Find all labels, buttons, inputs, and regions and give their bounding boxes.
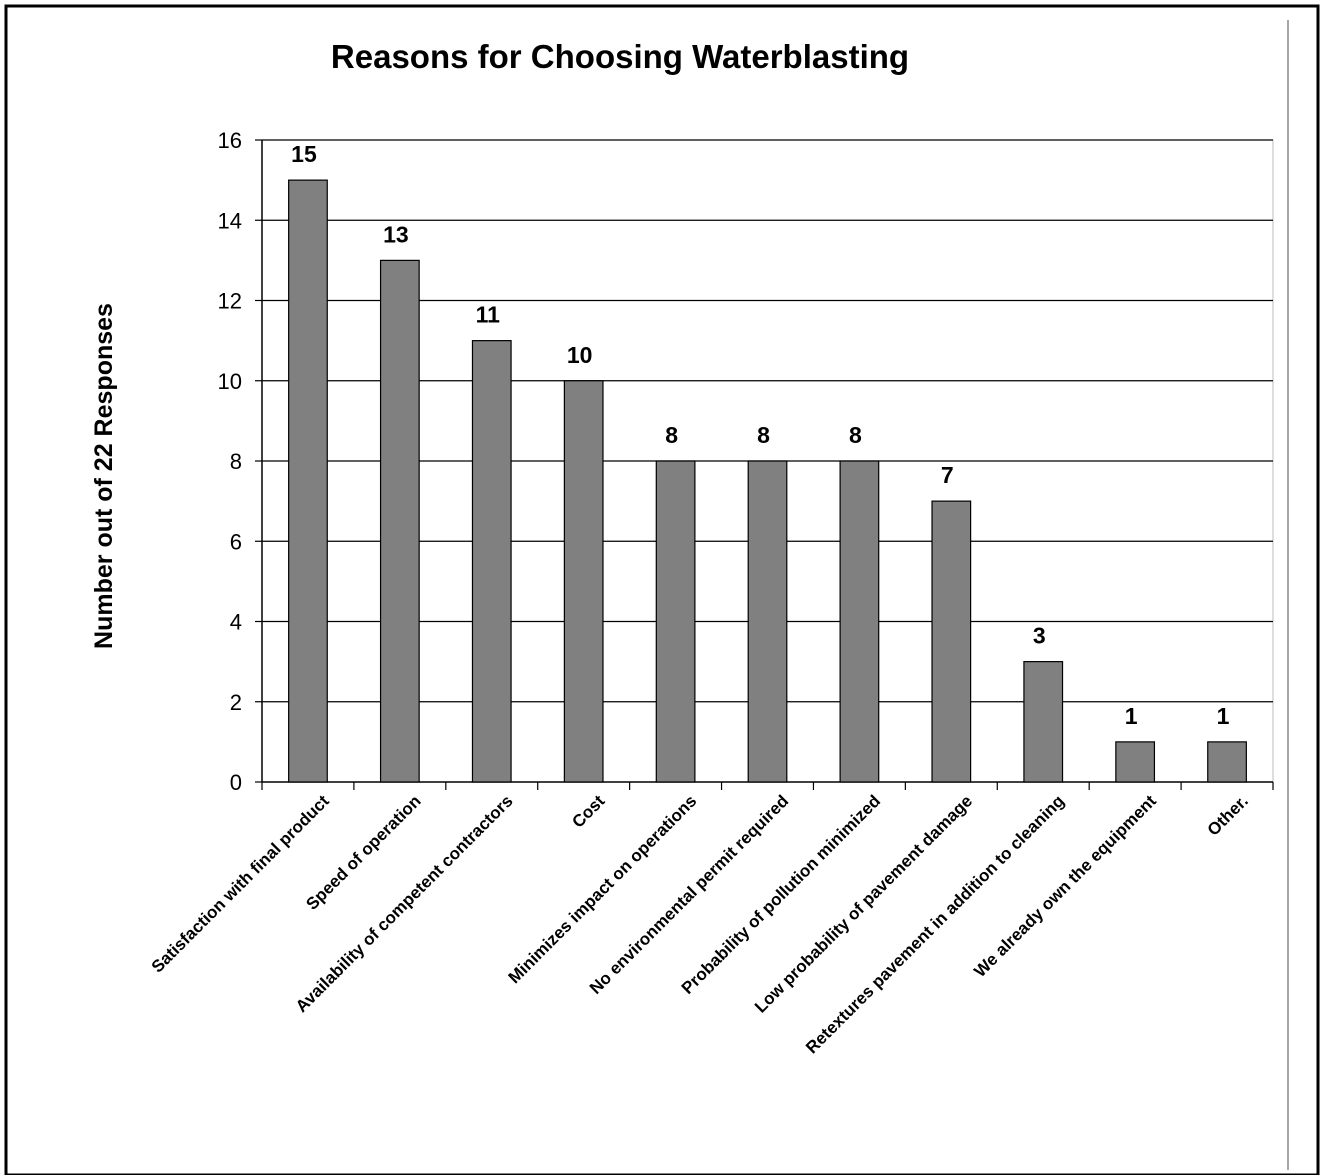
x-category-label: Probability of pollution minimized [678, 791, 884, 997]
bar-value-label: 8 [757, 422, 770, 448]
outer-border [4, 4, 1320, 1175]
y-tick-label: 14 [218, 208, 242, 233]
bar [288, 179, 328, 783]
bar [471, 340, 512, 783]
x-category-label: Satisfaction with final product [148, 791, 333, 976]
bar [563, 380, 604, 783]
y-tick-label: 8 [230, 449, 242, 474]
bar [1207, 741, 1247, 783]
bar-value-label: 10 [567, 342, 593, 368]
bar [839, 460, 880, 783]
x-category-label: We already own the equipment [970, 791, 1160, 981]
bar-value-label: 3 [1033, 623, 1046, 649]
bar-value-label: 7 [941, 462, 954, 488]
y-tick-label: 2 [230, 690, 242, 715]
bar-value-label: 8 [665, 422, 678, 448]
bar-value-label: 1 [1217, 703, 1230, 729]
bar [931, 500, 972, 783]
y-tick-label: 0 [230, 770, 242, 795]
x-category-label: Minimizes impact on operations [505, 791, 701, 987]
y-tick-label: 6 [230, 529, 242, 554]
bar [379, 259, 420, 783]
bar-value-label: 15 [291, 141, 317, 167]
y-tick-label: 4 [230, 610, 242, 635]
bar [655, 460, 696, 783]
y-tick-label: 12 [218, 289, 242, 314]
y-tick-label: 10 [218, 369, 242, 394]
x-category-label: No environmental permit required [586, 791, 792, 997]
y-axis-label: Number out of 22 Responses [90, 303, 118, 649]
x-category-label: Cost [568, 791, 608, 831]
bar [747, 460, 788, 783]
bar-value-label: 8 [849, 422, 862, 448]
plot-area: 0 2 4 6 8 10 12 14 16 15 Satisfaction with final p… [148, 128, 1274, 1057]
chart-title: Reasons for Choosing Waterblasting [331, 38, 909, 75]
y-tick-label: 16 [218, 128, 242, 153]
bar-value-label: 1 [1125, 703, 1138, 729]
x-category-label: Other. [1204, 791, 1252, 839]
bar [1023, 661, 1064, 783]
bar-value-label: 13 [383, 221, 409, 247]
bar [1115, 741, 1156, 783]
bar-value-label: 11 [476, 302, 501, 328]
